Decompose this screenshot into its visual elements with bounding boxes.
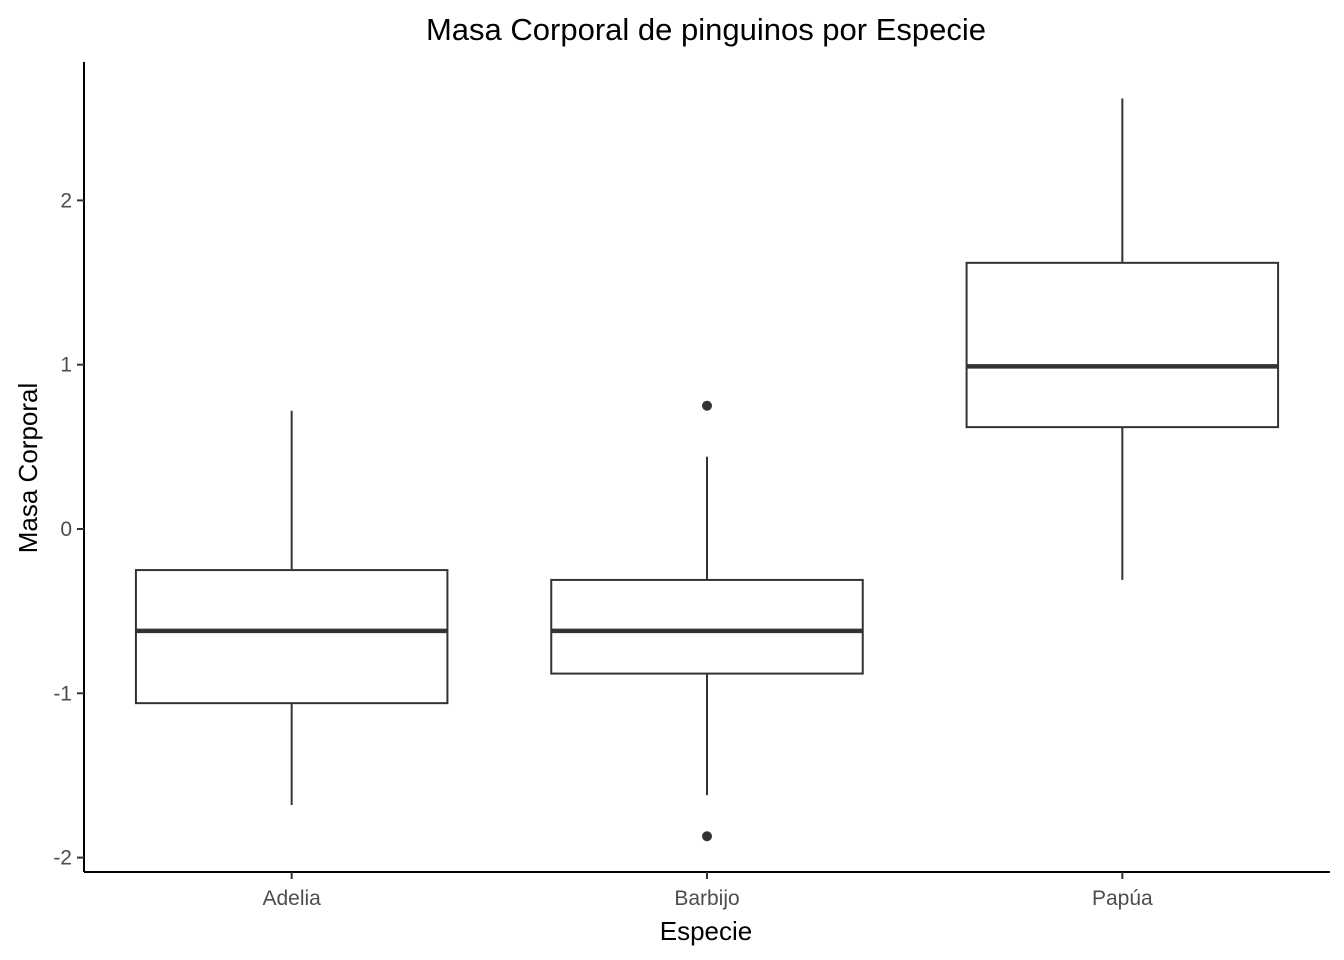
y-tick-label: 0 (60, 518, 72, 541)
y-axis-title: Masa Corporal (13, 383, 43, 554)
x-axis-title: Especie (660, 916, 753, 946)
box-group-barbijo (550, 400, 864, 842)
box-iqr (550, 578, 864, 675)
box-group-adelia (134, 410, 449, 806)
y-axis: -2 -1 0 1 2 (53, 62, 85, 872)
y-tick-label: -1 (53, 682, 72, 705)
x-tick-label: Barbijo (674, 887, 739, 910)
outlier-point (702, 831, 712, 842)
y-tick-label: -2 (53, 847, 72, 870)
plot-area (134, 98, 1280, 842)
y-tick-label: 2 (60, 189, 72, 212)
outlier-point (702, 400, 712, 411)
y-tick-label: 1 (60, 354, 72, 377)
chart-title: Masa Corporal de pinguinos por Especie (426, 12, 986, 47)
x-axis: Adelia Barbijo Papúa (84, 871, 1330, 910)
box-group-papúa (965, 98, 1280, 580)
box-iqr (965, 261, 1280, 429)
x-tick-label: Adelia (262, 887, 321, 910)
box-iqr (134, 569, 449, 705)
x-tick-label: Papúa (1092, 887, 1153, 910)
